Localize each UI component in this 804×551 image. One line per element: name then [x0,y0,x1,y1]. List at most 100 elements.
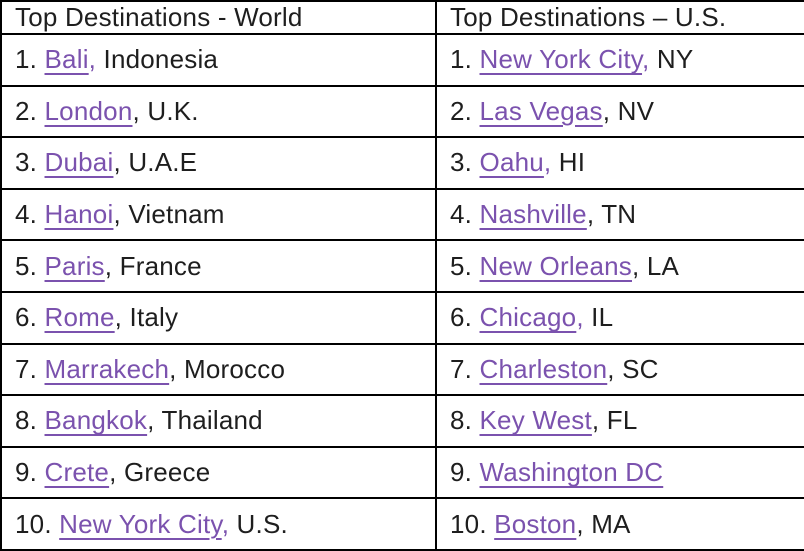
table-row: 9. Crete, Greece 9. Washington DC [0,445,804,500]
region-label: IL [583,302,614,333]
destination-link[interactable]: Marrakech [44,353,170,384]
comma-separator: , [113,199,121,230]
region-label: Indonesia [96,44,219,75]
table-row: 5. Paris, France 5. New Orleans, LA [0,239,804,293]
destination-link[interactable]: Paris [44,250,105,281]
comma-separator: , [114,302,123,333]
region-label: U.K. [139,95,199,126]
destination-link[interactable]: Dubai [44,147,114,178]
region-label: Greece [116,457,211,488]
destination-link[interactable]: Key West [479,405,592,436]
destination-link[interactable]: Nashville [479,199,587,230]
comma-separator: , [543,147,552,178]
region-label: Morocco [176,353,286,384]
rank-label: 10. [15,508,60,539]
destination-link[interactable]: Boston [494,508,577,539]
destination-cell: 6. Chicago, IL [435,290,804,345]
destination-cell: 8. Bangkok, Thailand [0,394,437,448]
rank-label: 9. [450,457,480,488]
rank-label: 8. [15,405,45,436]
destination-link[interactable]: Bali [44,44,89,75]
rank-label: 1. [450,44,480,75]
comma-separator: , [632,250,640,281]
destination-link[interactable]: Oahu [479,147,544,178]
destination-cell: 7. Charleston, SC [435,342,804,397]
region-label: U.A.E [120,147,198,178]
rank-label: 9. [15,457,45,488]
destination-link[interactable]: Bangkok [44,405,148,436]
destination-cell: 1. New York City, NY [435,33,804,87]
rank-label: 4. [15,199,45,230]
region-label: France [112,250,202,281]
destination-cell: 1. Bali, Indonesia [0,33,437,87]
destination-cell: 4. Nashville, TN [435,187,804,242]
table-row: 6. Rome, Italy 6. Chicago, IL [0,290,804,345]
table-row: 2. London, U.K. 2. Las Vegas, NV [0,84,804,139]
comma-separator: , [576,508,584,539]
destination-cell: 6. Rome, Italy [0,290,437,345]
region-label: TN [594,199,637,230]
world-column-header: Top Destinations - World [0,0,437,35]
comma-separator: , [576,302,584,333]
rank-label: 7. [450,353,480,384]
destination-cell: 3. Dubai, U.A.E [0,136,437,190]
region-label: Thailand [154,405,263,436]
comma-separator: , [104,250,113,281]
table-row: 1. Bali, Indonesia 1. New York City, NY [0,33,804,87]
destination-cell: 9. Crete, Greece [0,445,437,500]
table-row: 8. Bangkok, Thailand 8. Key West, FL [0,394,804,448]
destination-cell: 10. New York City, U.S. [0,497,437,551]
destination-cell: 2. London, U.K. [0,84,437,139]
region-label: U.S. [229,508,288,539]
comma-separator: , [221,508,230,539]
comma-separator: , [147,405,155,436]
rank-label: 6. [450,302,480,333]
destination-link[interactable]: Charleston [479,353,608,384]
destination-cell: 9. Washington DC [435,445,804,500]
destination-link[interactable]: Rome [44,302,115,333]
comma-separator: , [113,147,121,178]
rank-label: 5. [15,250,45,281]
comma-separator: , [586,199,595,230]
region-label: NY [649,44,694,75]
rank-label: 4. [450,199,480,230]
destination-cell: 7. Marrakech, Morocco [0,342,437,397]
region-label: FL [599,405,638,436]
destination-cell: 4. Hanoi, Vietnam [0,187,437,242]
destination-link[interactable]: Chicago [479,302,577,333]
table-body: 1. Bali, Indonesia 1. New York City, NY … [0,33,804,551]
region-label: SC [614,353,659,384]
destination-link[interactable]: New York City [59,508,222,539]
destination-link[interactable]: New York City [479,44,643,75]
region-label: NV [610,95,655,126]
region-label: Vietnam [120,199,225,230]
region-label: Italy [122,302,179,333]
comma-separator: , [607,353,615,384]
region-label: LA [639,250,680,281]
comma-separator: , [88,44,97,75]
destination-cell: 5. Paris, France [0,239,437,293]
destination-link[interactable]: London [44,95,133,126]
region-label: HI [551,147,586,178]
destination-cell: 3. Oahu, HI [435,136,804,190]
region-label: MA [583,508,631,539]
destination-cell: 5. New Orleans, LA [435,239,804,293]
rank-label: 6. [15,302,45,333]
destination-link[interactable]: Crete [44,457,110,488]
destination-link[interactable]: Hanoi [44,199,114,230]
rank-label: 1. [15,44,45,75]
comma-separator: , [642,44,650,75]
table-row: 10. New York City, U.S. 10. Boston, MA [0,497,804,551]
comma-separator: , [169,353,177,384]
rank-label: 10. [450,508,495,539]
rank-label: 7. [15,353,45,384]
comma-separator: , [591,405,600,436]
table-row: 4. Hanoi, Vietnam 4. Nashville, TN [0,187,804,242]
destination-link[interactable]: Washington DC [479,457,664,488]
comma-separator: , [109,457,117,488]
destination-link[interactable]: New Orleans [479,250,632,281]
rank-label: 2. [15,95,45,126]
destination-link[interactable]: Las Vegas [479,95,603,126]
comma-separator: , [602,95,611,126]
